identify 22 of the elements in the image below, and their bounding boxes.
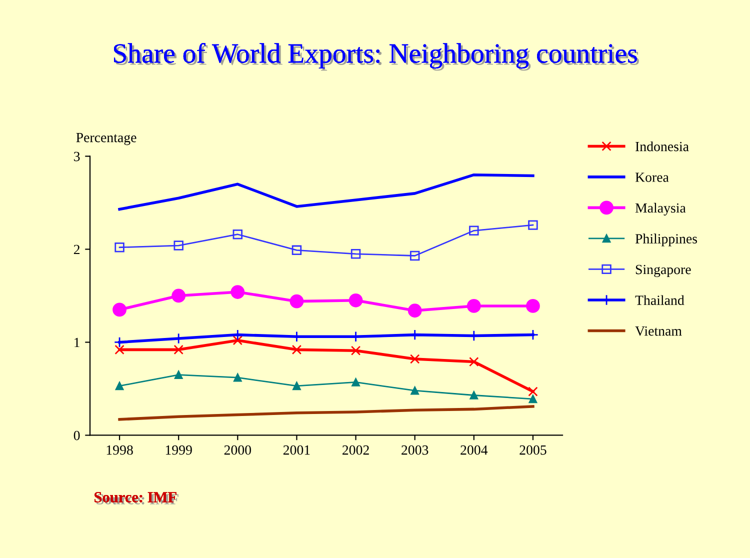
x-tick-label: 2001 <box>283 445 310 455</box>
x-tick-label: 2000 <box>224 445 252 455</box>
legend-label: Indonesia <box>636 141 689 152</box>
source-note: Source: IMF <box>94 492 178 504</box>
x-tick-label: 2005 <box>520 445 546 455</box>
y-tick-label: 0 <box>74 430 80 440</box>
chart-title: Share of World Exports: Neighboring countries <box>114 43 639 71</box>
y-tick-label: 1 <box>74 338 80 348</box>
x-tick-label: 2002 <box>342 445 369 455</box>
legend-label: Korea <box>635 172 669 182</box>
legend-label: Singapore <box>636 264 691 278</box>
y-tick-label: 2 <box>74 244 80 254</box>
legend-label: Malaysia <box>635 202 686 216</box>
legend-label: Philippines <box>635 234 698 246</box>
legend-label: Thailand <box>635 295 684 305</box>
legend-label: Vietnam <box>635 326 682 336</box>
y-axis-title: Percentage <box>76 132 136 146</box>
y-tick-label: 3 <box>74 152 80 162</box>
x-tick-label: 2003 <box>402 445 428 455</box>
x-tick-label: 1998 <box>106 445 133 455</box>
x-tick-label: 1999 <box>166 445 192 455</box>
x-tick-label: 2004 <box>460 445 488 455</box>
